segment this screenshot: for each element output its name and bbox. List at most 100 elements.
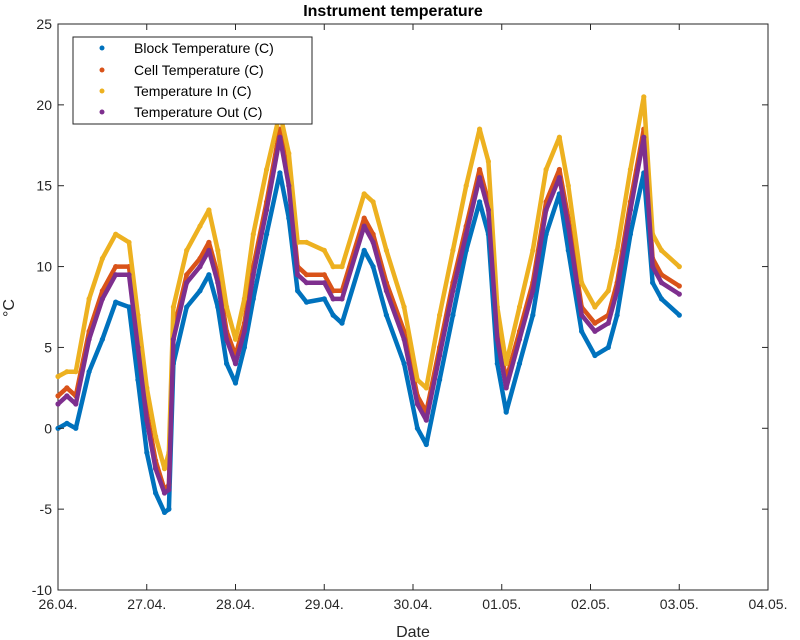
data-point xyxy=(303,272,310,278)
data-point xyxy=(224,361,230,367)
data-point xyxy=(556,134,563,140)
data-point xyxy=(330,312,336,318)
data-point xyxy=(295,272,301,278)
data-point xyxy=(605,320,611,326)
y-tick-label: 0 xyxy=(44,420,52,436)
data-point xyxy=(321,272,327,278)
data-point xyxy=(330,264,336,270)
y-tick-label: -10 xyxy=(32,582,52,598)
data-point xyxy=(144,417,150,423)
data-point xyxy=(330,296,336,302)
series-layer xyxy=(55,94,682,515)
data-point xyxy=(135,312,141,318)
data-point xyxy=(477,175,483,181)
data-point xyxy=(658,296,665,302)
data-point xyxy=(113,231,119,237)
legend-marker xyxy=(99,88,105,94)
data-point xyxy=(135,344,141,350)
data-point xyxy=(286,183,292,189)
data-point xyxy=(676,264,682,270)
data-point xyxy=(401,336,407,342)
data-point xyxy=(277,170,283,176)
legend-marker xyxy=(99,109,105,115)
data-point xyxy=(658,280,665,286)
x-axis-title: Date xyxy=(396,624,430,640)
data-point xyxy=(423,417,429,423)
x-tick-label: 29.04. xyxy=(305,596,344,612)
x-tick-label: 01.05. xyxy=(482,596,521,612)
data-point xyxy=(361,215,367,221)
data-point xyxy=(592,352,598,359)
y-tick-label: 20 xyxy=(36,97,52,113)
data-point xyxy=(161,490,168,496)
data-point xyxy=(64,385,70,391)
data-point xyxy=(215,280,221,286)
data-point xyxy=(485,207,491,213)
series-trace xyxy=(55,134,682,496)
data-point xyxy=(113,264,119,270)
data-point xyxy=(295,288,301,294)
data-point xyxy=(153,490,159,496)
data-point xyxy=(321,247,327,253)
series-trace xyxy=(55,94,682,471)
data-point xyxy=(383,288,389,294)
data-point xyxy=(166,487,172,493)
legend-marker xyxy=(99,45,105,51)
data-point xyxy=(144,385,150,391)
data-point xyxy=(383,247,389,253)
data-point xyxy=(184,304,190,310)
data-point xyxy=(232,380,239,386)
data-point xyxy=(126,304,132,310)
data-point xyxy=(303,280,310,286)
data-point xyxy=(592,320,598,326)
legend-marker xyxy=(99,67,105,73)
data-point xyxy=(206,247,212,253)
data-point xyxy=(197,288,203,294)
x-tick-label: 02.05. xyxy=(571,596,610,612)
legend-label: Temperature In (C) xyxy=(134,83,251,99)
data-point xyxy=(530,247,536,253)
data-point xyxy=(676,291,682,297)
data-point xyxy=(99,296,105,302)
data-point xyxy=(503,409,509,415)
data-point xyxy=(184,272,190,278)
data-point xyxy=(73,369,79,375)
data-point xyxy=(450,247,456,253)
data-point xyxy=(277,134,283,140)
data-point xyxy=(286,150,292,156)
data-point xyxy=(361,191,367,197)
data-point xyxy=(99,255,105,262)
data-point xyxy=(592,304,598,310)
data-point xyxy=(303,239,310,245)
data-point xyxy=(264,231,270,237)
data-point xyxy=(627,166,634,173)
legend-box xyxy=(72,36,313,125)
data-point xyxy=(530,288,536,294)
y-tick-label: 15 xyxy=(36,178,52,194)
data-point xyxy=(215,247,221,253)
data-point xyxy=(579,280,585,286)
data-point xyxy=(543,231,549,237)
legend: Block Temperature (C) Cell Temperature (… xyxy=(72,36,313,125)
data-point xyxy=(676,312,682,318)
data-point xyxy=(113,299,119,305)
data-point xyxy=(232,361,239,367)
data-point xyxy=(627,231,634,237)
data-point xyxy=(264,166,270,173)
legend-label: Temperature Out (C) xyxy=(134,104,262,120)
data-point xyxy=(565,183,571,189)
data-point xyxy=(556,166,563,173)
data-point xyxy=(73,401,79,407)
y-tick-label: 25 xyxy=(36,16,52,32)
data-point xyxy=(126,272,132,278)
data-point xyxy=(437,377,443,383)
data-point xyxy=(450,312,456,318)
data-point xyxy=(86,296,92,302)
data-point xyxy=(614,247,620,253)
data-point xyxy=(170,304,176,310)
data-point xyxy=(86,336,92,342)
data-point xyxy=(556,175,563,181)
data-point xyxy=(614,288,620,294)
data-point xyxy=(144,449,150,456)
legend-entry: Cell Temperature (C) xyxy=(99,62,264,78)
